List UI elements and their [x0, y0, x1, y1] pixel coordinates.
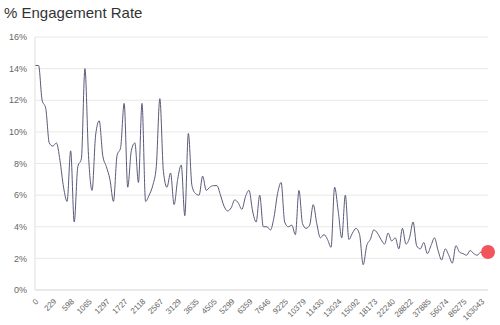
svg-text:8%: 8%: [14, 159, 27, 169]
svg-text:1727: 1727: [111, 297, 130, 316]
svg-text:2%: 2%: [14, 254, 27, 264]
svg-text:3635: 3635: [182, 297, 201, 316]
svg-text:37885: 37885: [411, 297, 433, 319]
svg-text:7646: 7646: [253, 297, 272, 316]
svg-text:163043: 163043: [461, 297, 487, 323]
svg-text:16%: 16%: [9, 32, 27, 42]
svg-text:4%: 4%: [14, 222, 27, 232]
svg-text:18173: 18173: [357, 297, 379, 319]
svg-text:15092: 15092: [339, 297, 361, 319]
svg-text:56074: 56074: [429, 297, 451, 319]
svg-text:9225: 9225: [271, 297, 291, 316]
svg-text:1065: 1065: [75, 297, 94, 316]
svg-text:11430: 11430: [304, 297, 326, 319]
svg-text:28822: 28822: [393, 297, 415, 319]
svg-text:0%: 0%: [14, 285, 27, 295]
svg-text:2567: 2567: [146, 297, 165, 316]
svg-text:10%: 10%: [9, 127, 27, 137]
svg-text:86275: 86275: [446, 297, 469, 320]
svg-text:6359: 6359: [235, 297, 254, 316]
svg-text:229: 229: [42, 297, 58, 313]
html-text:% Engagement Rate: % Engagement Rate: [4, 4, 143, 21]
svg-text:4505: 4505: [200, 297, 219, 316]
svg-text:598: 598: [60, 297, 76, 313]
svg-text:0: 0: [31, 297, 41, 307]
svg-text:12%: 12%: [9, 95, 27, 105]
svg-text:6%: 6%: [14, 190, 27, 200]
svg-text:22240: 22240: [375, 297, 397, 319]
svg-text:10379: 10379: [286, 297, 308, 319]
svg-text:1297: 1297: [93, 297, 112, 316]
svg-text:5299: 5299: [218, 297, 237, 316]
svg-text:2118: 2118: [129, 297, 148, 316]
svg-text:3129: 3129: [164, 297, 183, 316]
svg-text:14%: 14%: [9, 64, 27, 74]
svg-text:13024: 13024: [322, 297, 344, 319]
